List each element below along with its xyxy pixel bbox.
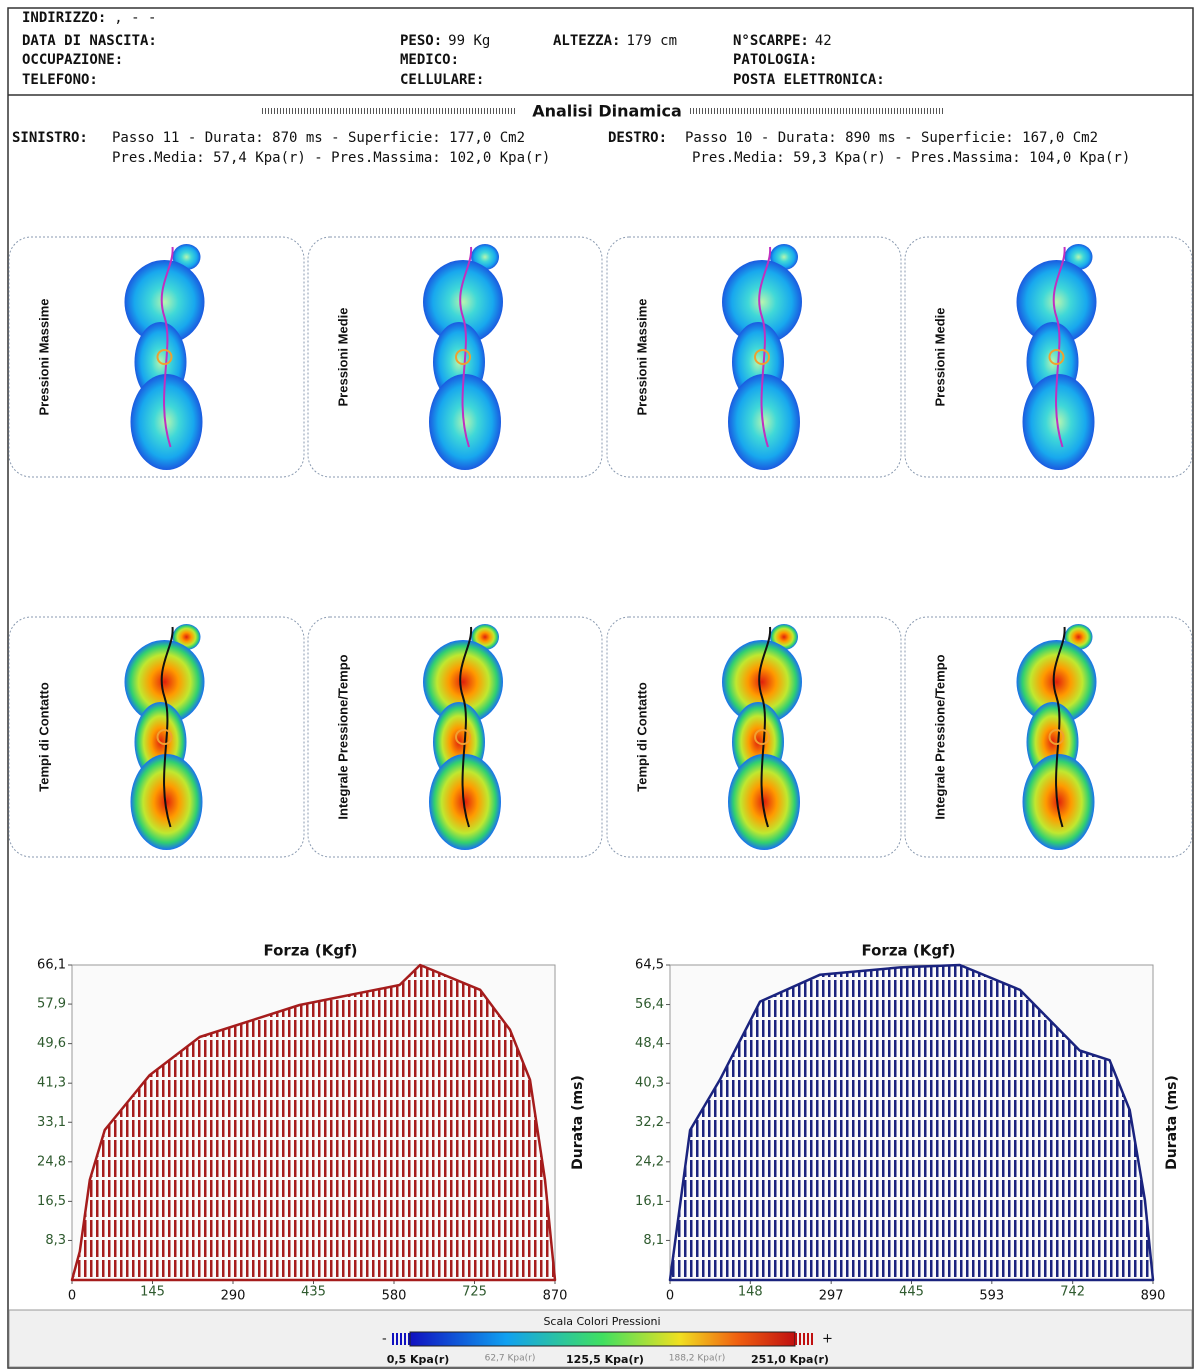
y-tick-label: 40,3: [635, 1076, 664, 1091]
side-label: DESTRO:: [608, 130, 667, 146]
scale-label: 188,2 Kpa(r): [669, 1354, 725, 1364]
y-tick-label: 32,2: [635, 1115, 664, 1130]
scale-label: 125,5 Kpa(r): [566, 1353, 644, 1366]
panel-label: Pressioni Massime: [36, 298, 51, 415]
foot-region: [131, 754, 203, 850]
x-tick-label: 580: [382, 1289, 407, 1304]
field-value: 179 cm: [626, 33, 677, 49]
x-tick-label: 290: [221, 1289, 246, 1304]
chart-title: Forza (Kgf): [263, 942, 357, 960]
x-tick-label: 725: [462, 1285, 487, 1300]
field: N°SCARPE: 42: [733, 33, 832, 49]
x-tick-label: 742: [1060, 1285, 1085, 1300]
panel-label: Tempi di Contatto: [634, 682, 649, 792]
x-tick-label: 0: [68, 1289, 76, 1304]
y-tick-label: 24,2: [635, 1154, 664, 1169]
y-tick-label: 8,3: [45, 1233, 66, 1248]
x-tick-label: 148: [738, 1285, 763, 1300]
y-tick-label: 56,4: [635, 997, 664, 1012]
chart-title: Forza (Kgf): [861, 942, 955, 960]
field-value: 99 Kg: [448, 33, 490, 49]
panel-label: Tempi di Contatto: [36, 682, 51, 792]
field-label: TELEFONO:: [22, 72, 98, 88]
page: INDIRIZZO: , - - DATA DI NASCITA: PESO: 99…: [0, 0, 1195, 1370]
y-tick-label: 48,4: [635, 1036, 664, 1051]
x-tick-label: 593: [979, 1289, 1004, 1304]
field: POSTA ELETTRONICA:: [733, 72, 885, 88]
panel-label: Pressioni Medie: [335, 308, 350, 407]
foot-region: [728, 374, 800, 470]
axis-label: Durata (ms): [1164, 1075, 1180, 1170]
foot-region: [429, 374, 501, 470]
field-label: PESO:: [400, 33, 442, 49]
summary-line: Pres.Media: 59,3 Kpa(r) - Pres.Massima: …: [692, 150, 1130, 166]
x-tick-label: 445: [899, 1285, 924, 1300]
field: PESO: 99 Kg: [400, 33, 490, 49]
section-title: Analisi Dinamica: [532, 102, 682, 121]
y-tick-label: 64,5: [635, 958, 664, 973]
field: ALTEZZA: 179 cm: [553, 33, 677, 49]
field: OCCUPAZIONE:: [22, 52, 123, 68]
x-tick-label: 890: [1141, 1289, 1166, 1304]
scale-minus: -: [382, 1332, 387, 1347]
x-tick-label: 297: [819, 1289, 844, 1304]
field-label: PATOLOGIA:: [733, 52, 817, 68]
field-label: DATA DI NASCITA:: [22, 33, 157, 49]
field-label: INDIRIZZO:: [22, 10, 106, 26]
field: MEDICO:: [400, 52, 459, 68]
panel-label: Pressioni Massime: [634, 298, 649, 415]
y-tick-label: 16,5: [37, 1194, 66, 1209]
field: INDIRIZZO: , - -: [22, 10, 156, 26]
x-tick-label: 0: [666, 1289, 674, 1304]
summary-line: Passo 11 - Durata: 870 ms - Superficie: …: [112, 130, 525, 146]
foot-region: [1023, 754, 1095, 850]
report: INDIRIZZO: , - - DATA DI NASCITA: PESO: 99…: [0, 0, 1195, 1370]
y-tick-label: 66,1: [37, 958, 66, 973]
scale-plus: +: [822, 1332, 833, 1347]
field-label: ALTEZZA:: [553, 33, 620, 49]
scale-label: 251,0 Kpa(r): [751, 1353, 829, 1366]
y-tick-label: 41,3: [37, 1076, 66, 1091]
field: TELEFONO:: [22, 72, 98, 88]
x-tick-label: 870: [543, 1289, 568, 1304]
axis-label: Durata (ms): [570, 1075, 586, 1170]
x-tick-label: 435: [301, 1285, 326, 1300]
field-label: POSTA ELETTRONICA:: [733, 72, 885, 88]
field-label: CELLULARE:: [400, 72, 484, 88]
y-tick-label: 8,1: [643, 1233, 664, 1248]
side-label: SINISTRO:: [12, 130, 88, 146]
foot-region: [131, 374, 203, 470]
x-tick-label: 145: [140, 1285, 165, 1300]
field-label: OCCUPAZIONE:: [22, 52, 123, 68]
y-tick-label: 16,1: [635, 1194, 664, 1209]
scale-label: 62,7 Kpa(r): [485, 1354, 536, 1364]
summary-line: Passo 10 - Durata: 890 ms - Superficie: …: [685, 130, 1098, 146]
field: PATOLOGIA:: [733, 52, 817, 68]
field: DATA DI NASCITA:: [22, 33, 157, 49]
y-tick-label: 33,1: [37, 1115, 66, 1130]
y-tick-label: 49,6: [37, 1036, 66, 1051]
field-value: , - -: [114, 10, 156, 26]
panel-label: Integrale Pressione/Tempo: [932, 654, 947, 819]
scale-bar: [410, 1332, 795, 1346]
panel-label: Integrale Pressione/Tempo: [335, 654, 350, 819]
field-label: MEDICO:: [400, 52, 459, 68]
field: CELLULARE:: [400, 72, 484, 88]
foot-region: [429, 754, 501, 850]
summary-line: Pres.Media: 57,4 Kpa(r) - Pres.Massima: …: [112, 150, 550, 166]
panel-label: Pressioni Medie: [932, 308, 947, 407]
y-tick-label: 57,9: [37, 997, 66, 1012]
scale-title: Scala Colori Pressioni: [543, 1315, 660, 1328]
scale-label: 0,5 Kpa(r): [387, 1353, 450, 1366]
foot-region: [728, 754, 800, 850]
field-label: N°SCARPE:: [733, 33, 809, 49]
y-tick-label: 24,8: [37, 1154, 66, 1169]
field-value: 42: [815, 33, 832, 49]
foot-region: [1023, 374, 1095, 470]
